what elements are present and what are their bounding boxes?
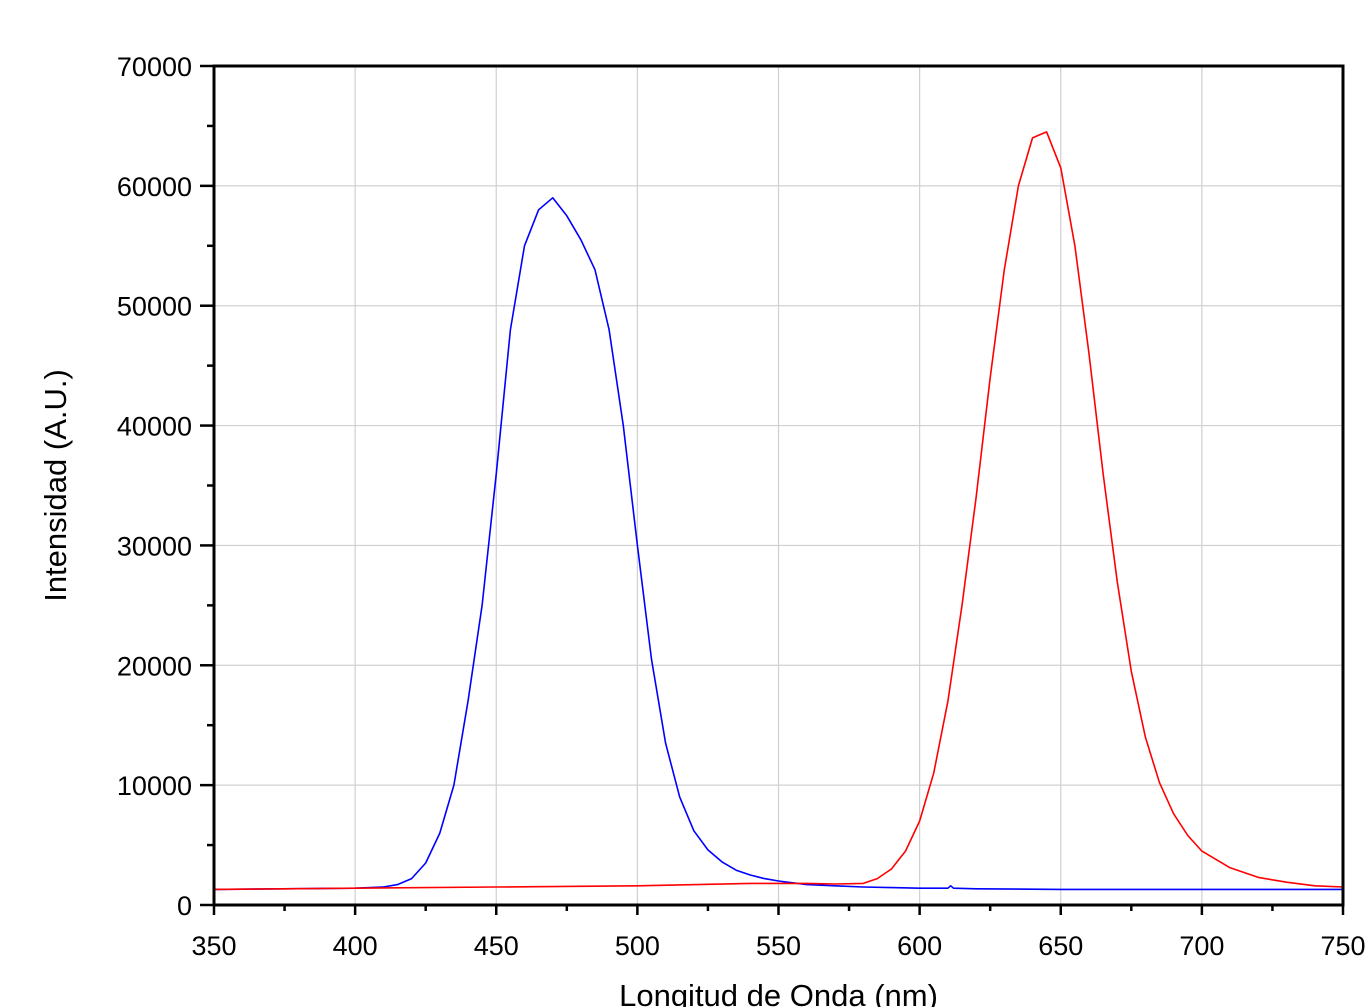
- x-tick-label-650: 650: [1038, 931, 1083, 961]
- y-tick-label-40000: 40000: [117, 412, 192, 442]
- x-tick-label-500: 500: [615, 931, 660, 961]
- y-tick-label-60000: 60000: [117, 172, 192, 202]
- series-line-1: [213, 197, 1343, 891]
- y-tick-label-20000: 20000: [117, 651, 192, 681]
- y-tick-label-70000: 70000: [117, 52, 192, 82]
- x-tick-label-450: 450: [474, 931, 519, 961]
- x-tick-label-600: 600: [897, 931, 942, 961]
- x-axis-title: Longitud de Onda (nm): [619, 978, 938, 1007]
- x-tick-label-700: 700: [1179, 931, 1224, 961]
- series-group: [213, 131, 1344, 891]
- x-tick-label-550: 550: [756, 931, 801, 961]
- y-tick-labels: 0 10000 20000 30000 40000 50000 60000 70000: [117, 52, 192, 921]
- axis-ticks: [200, 64, 1345, 915]
- x-tick-label-750: 750: [1320, 931, 1365, 961]
- series-line-2: [213, 131, 1344, 891]
- y-tick-label-30000: 30000: [117, 531, 192, 561]
- x-tick-labels: 350 400 450 500 550 600 650 700 750: [191, 931, 1365, 961]
- grid-lines: [214, 66, 1343, 905]
- x-tick-label-350: 350: [191, 931, 236, 961]
- y-tick-label-0: 0: [177, 891, 192, 921]
- x-tick-label-400: 400: [333, 931, 378, 961]
- y-axis-title: Intensidad (A.U.): [38, 369, 73, 602]
- y-tick-label-50000: 50000: [117, 292, 192, 322]
- y-tick-label-10000: 10000: [117, 771, 192, 801]
